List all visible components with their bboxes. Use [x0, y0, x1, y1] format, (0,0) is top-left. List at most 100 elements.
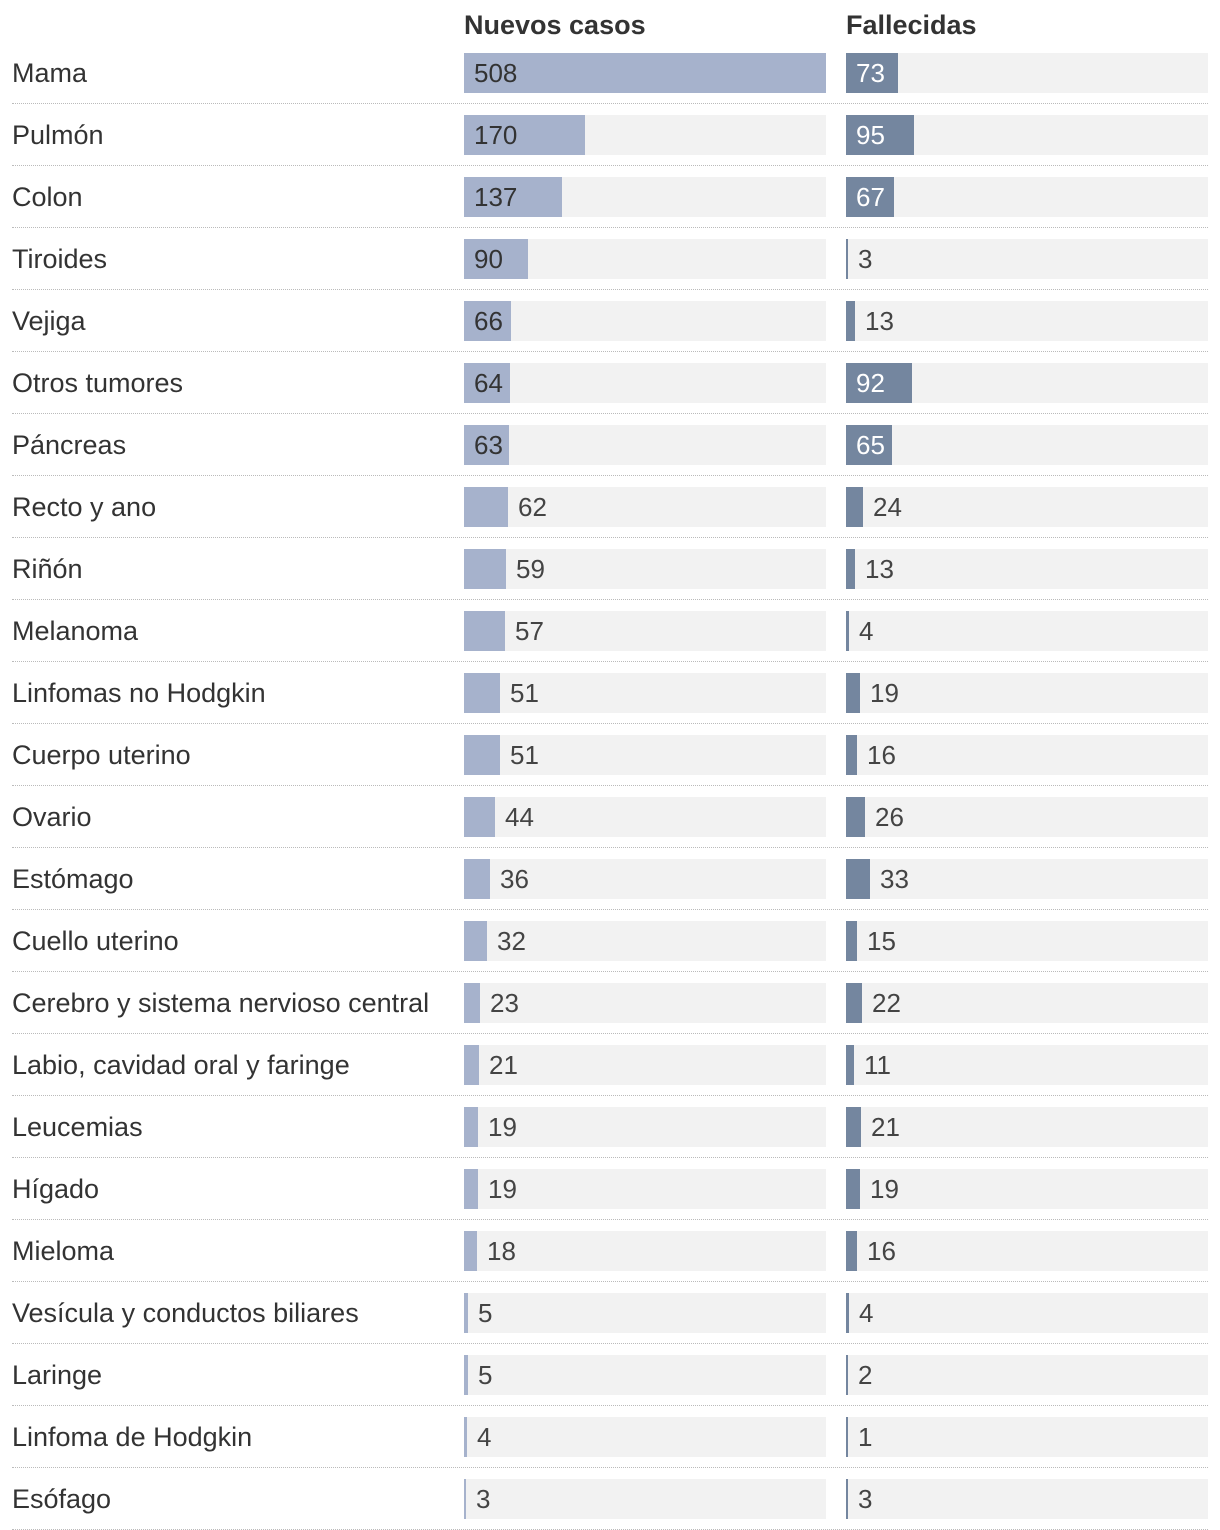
column-header-fallecidas: Fallecidas [846, 10, 977, 40]
deaths-bar [846, 487, 863, 527]
table-row: Cuerpo uterino 51 16 [12, 724, 1208, 786]
cases-bar [464, 115, 585, 155]
cases-track: 19 [464, 1107, 826, 1147]
cases-bar [464, 239, 528, 279]
deaths-track: 95 [846, 115, 1208, 155]
deaths-value-label: 26 [875, 802, 904, 832]
deaths-bar [846, 177, 894, 217]
cases-bar [464, 301, 511, 341]
cases-bar [464, 983, 480, 1023]
cases-track: 19 [464, 1169, 826, 1209]
deaths-bar [846, 673, 860, 713]
table-row: Cuello uterino 32 15 [12, 910, 1208, 972]
cases-value-label: 62 [518, 492, 547, 522]
category-label: Pulmón [12, 120, 104, 150]
deaths-bar [846, 301, 855, 341]
deaths-track: 19 [846, 1169, 1208, 1209]
category-label: Vesícula y conductos biliares [12, 1298, 359, 1328]
deaths-track: 24 [846, 487, 1208, 527]
deaths-value-label: 3 [858, 1484, 873, 1514]
deaths-value-label: 3 [858, 244, 873, 274]
cases-bar [464, 425, 509, 465]
cases-value-label: 21 [489, 1050, 518, 1080]
cases-track: 90 [464, 239, 826, 279]
table-row: Leucemias 19 21 [12, 1096, 1208, 1158]
cases-track: 59 [464, 549, 826, 589]
deaths-bar [846, 425, 892, 465]
deaths-value-label: 16 [867, 740, 896, 770]
category-label: Estómago [12, 864, 134, 894]
cases-bar [464, 1355, 468, 1395]
table-row: Vejiga 66 13 [12, 290, 1208, 352]
cases-track: 170 [464, 115, 826, 155]
deaths-bar [846, 1417, 848, 1457]
deaths-value-label: 65 [856, 430, 885, 460]
cases-track: 44 [464, 797, 826, 837]
deaths-value-label: 13 [865, 306, 894, 336]
table-row: Linfoma de Hodgkin 4 1 [12, 1406, 1208, 1468]
deaths-value-label: 92 [856, 368, 885, 398]
table-row: Laringe 5 2 [12, 1344, 1208, 1406]
deaths-value-label: 11 [864, 1050, 891, 1080]
cases-bar [464, 673, 500, 713]
cases-value-label: 44 [505, 802, 534, 832]
deaths-value-label: 1 [858, 1422, 873, 1452]
cases-track: 64 [464, 363, 826, 403]
category-label: Melanoma [12, 616, 139, 646]
cases-track: 4 [464, 1417, 826, 1457]
cases-value-label: 5 [478, 1360, 493, 1390]
deaths-track: 19 [846, 673, 1208, 713]
deaths-bar [846, 1045, 854, 1085]
deaths-track: 21 [846, 1107, 1208, 1147]
cases-value-label: 63 [474, 430, 503, 460]
category-label: Cuello uterino [12, 926, 179, 956]
deaths-track: 73 [846, 53, 1208, 93]
table-row: Estómago 36 33 [12, 848, 1208, 910]
category-label: Esófago [12, 1484, 112, 1514]
category-label: Colon [12, 182, 83, 212]
deaths-bar [846, 363, 912, 403]
deaths-track: 15 [846, 921, 1208, 961]
table-row: Linfomas no Hodgkin 51 19 [12, 662, 1208, 724]
deaths-bar [846, 1169, 860, 1209]
deaths-value-label: 15 [867, 926, 896, 956]
cases-value-label: 137 [474, 182, 518, 212]
cases-value-label: 51 [510, 678, 539, 708]
deaths-bar [846, 983, 862, 1023]
cases-value-label: 64 [474, 368, 503, 398]
cases-track: 63 [464, 425, 826, 465]
category-label: Laringe [12, 1360, 103, 1390]
cases-bar [464, 1107, 478, 1147]
deaths-track: 13 [846, 301, 1208, 341]
table-row: Hígado 19 19 [12, 1158, 1208, 1220]
cases-value-label: 19 [488, 1112, 517, 1142]
table-row: Esófago 3 3 [12, 1468, 1208, 1530]
deaths-bar [846, 1293, 849, 1333]
table-row: Mama 508 73 [12, 42, 1208, 104]
cases-bar [464, 1045, 479, 1085]
category-label: Mieloma [12, 1236, 115, 1266]
cases-bar [464, 487, 508, 527]
category-label: Otros tumores [12, 368, 184, 398]
cases-value-label: 508 [474, 58, 518, 88]
cases-value-label: 5 [478, 1298, 493, 1328]
deaths-track: 1 [846, 1417, 1208, 1457]
deaths-track: 4 [846, 1293, 1208, 1333]
deaths-value-label: 24 [873, 492, 902, 522]
deaths-value-label: 22 [872, 988, 901, 1018]
cases-value-label: 90 [474, 244, 503, 274]
table-row: Recto y ano 62 24 [12, 476, 1208, 538]
deaths-value-label: 19 [870, 678, 899, 708]
cases-track: 51 [464, 673, 826, 713]
deaths-bar [846, 797, 865, 837]
deaths-track: 33 [846, 859, 1208, 899]
cases-bar [464, 1293, 468, 1333]
deaths-value-label: 4 [859, 1298, 874, 1328]
deaths-bar [846, 53, 898, 93]
cases-track: 62 [464, 487, 826, 527]
cases-value-label: 51 [510, 740, 539, 770]
category-label: Páncreas [12, 430, 127, 460]
category-label: Tiroides [12, 244, 108, 274]
cases-track: 57 [464, 611, 826, 651]
deaths-track: 16 [846, 735, 1208, 775]
